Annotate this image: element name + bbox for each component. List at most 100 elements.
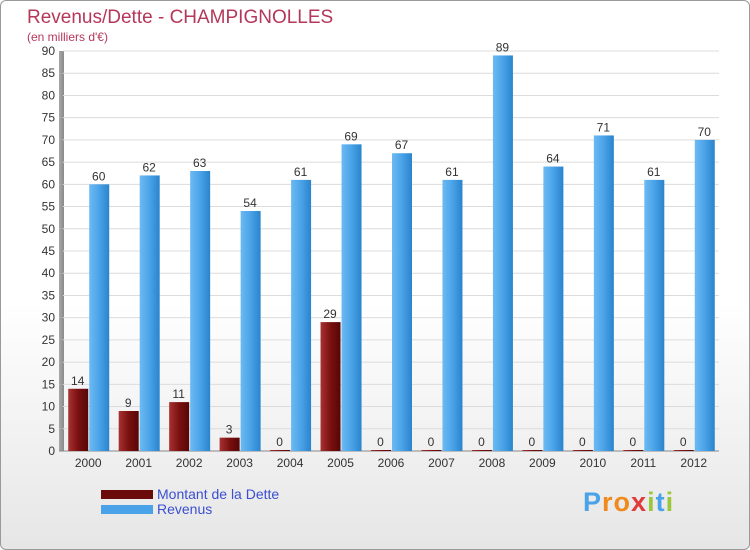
y-tick-label: 75 [42,111,56,125]
y-tick-label: 65 [42,155,56,169]
bar-dette-2002 [169,402,190,451]
x-tick-label: 2012 [680,456,707,470]
data-label-dette-2002: 11 [172,387,185,401]
axis-wall-segment [59,139,64,163]
bar-revenus-2002 [190,171,211,451]
axis-wall-segment [59,317,64,340]
axis-wall-segment [59,184,64,207]
bar-revenus-2012 [694,139,715,451]
legend-label-dette: Montant de la Dette [157,486,280,502]
y-tick-label: 40 [42,266,56,280]
data-label-dette-2004: 0 [276,435,283,449]
axis-wall-segment [59,162,64,185]
x-tick-label: 2009 [529,456,556,470]
bar-dette-2012 [673,450,694,451]
x-tick-label: 2003 [226,456,253,470]
data-label-revenus-2009: 64 [546,152,560,166]
axis-wall-segment [59,117,64,140]
x-tick-label: 2006 [378,456,405,470]
chart-subtitle: (en milliers d'€) [27,30,108,44]
x-tick-label: 2001 [125,456,152,470]
y-tick-label: 25 [42,333,56,347]
data-label-revenus-2005: 69 [344,129,358,143]
data-label-dette-2009: 0 [529,435,536,449]
axis-wall-segment [59,428,64,451]
bar-dette-2007 [421,450,442,451]
data-label-dette-2006: 0 [377,435,384,449]
bar-revenus-2003 [240,211,261,451]
bar-revenus-2001 [139,175,160,451]
y-tick-label: 85 [42,66,56,80]
data-label-revenus-2004: 61 [294,165,308,179]
y-tick-label: 50 [42,222,56,236]
data-label-dette-2003: 3 [226,423,233,437]
logo-letter: t [655,487,666,517]
x-tick-label: 2007 [428,456,455,470]
bar-revenus-2004 [291,179,312,451]
data-label-revenus-2003: 54 [243,196,257,210]
bar-dette-2000 [68,388,89,451]
logo-letter: i [665,487,675,517]
x-tick-label: 2004 [277,456,304,470]
logo-letter: i [647,487,656,517]
axis-wall-segment [59,295,64,318]
y-tick-label: 45 [42,244,56,258]
y-tick-label: 90 [42,44,56,58]
bar-revenus-2005 [341,144,362,452]
y-tick-label: 20 [42,355,56,369]
axis-wall-segment [59,51,64,74]
axis-wall-segment [59,362,64,385]
bar-dette-2011 [623,450,644,451]
y-tick-label: 0 [48,444,55,458]
bar-revenus-2000 [89,184,110,452]
axis-wall-segment [59,339,64,363]
y-tick-label: 15 [42,377,56,391]
x-tick-label: 2000 [75,456,102,470]
legend-label-revenus: Revenus [157,501,213,517]
axis-wall-segment [59,251,64,274]
data-label-revenus-2010: 71 [597,120,611,134]
data-label-dette-2008: 0 [478,435,485,449]
bar-dette-2003 [219,437,240,451]
y-tick-label: 5 [48,422,55,436]
bar-dette-2005 [320,322,341,451]
logo-letter: r [602,487,614,517]
x-tick-label: 2005 [327,456,354,470]
data-label-revenus-2012: 70 [698,125,712,139]
axis-wall-segment [59,206,64,229]
axis-wall-segment [59,273,64,296]
y-tick-label: 80 [42,88,56,102]
data-label-dette-2000: 14 [71,374,85,388]
x-tick-label: 2008 [479,456,506,470]
data-label-dette-2010: 0 [579,435,586,449]
data-label-dette-2007: 0 [428,435,435,449]
x-tick-label: 2002 [176,456,203,470]
logo-letter: x [631,487,648,517]
x-tick-label: 2011 [630,456,656,470]
y-tick-label: 70 [42,133,56,147]
data-label-revenus-2011: 61 [647,165,661,179]
y-tick-label: 10 [42,400,56,414]
bar-revenus-2008 [492,55,513,451]
logo-letter: P [583,487,603,517]
legend-swatch-revenus [101,505,153,514]
bar-dette-2004 [270,450,291,451]
bar-revenus-2009 [543,166,564,452]
proxiti-logo: Proxiti [583,487,674,518]
bar-revenus-2007 [442,179,463,451]
data-label-dette-2012: 0 [680,435,687,449]
data-label-revenus-2001: 62 [143,160,157,174]
bar-revenus-2006 [392,153,412,451]
chart-title: Revenus/Dette - CHAMPIGNOLLES [27,7,334,28]
data-label-revenus-2008: 89 [496,40,510,54]
y-tick-label: 35 [42,288,56,302]
bar-revenus-2011 [644,179,665,451]
axis-wall-segment [59,406,64,429]
axis-wall-segment [59,73,64,96]
data-label-revenus-2007: 61 [445,165,459,179]
x-tick-label: 2010 [579,456,606,470]
bar-dette-2009 [522,450,543,451]
bar-dette-2010 [572,450,593,451]
data-label-dette-2011: 0 [629,435,636,449]
